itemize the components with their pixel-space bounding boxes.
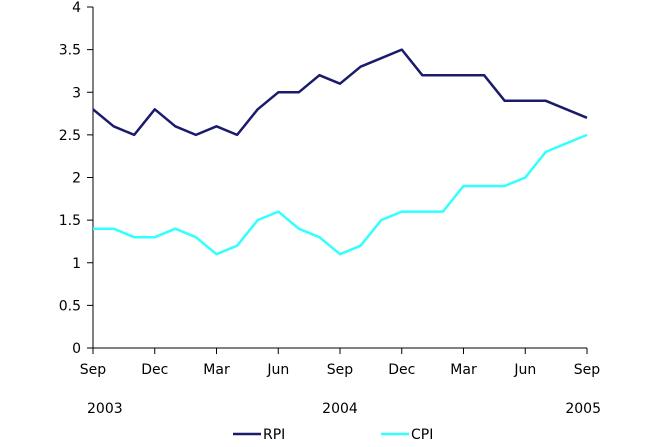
year-label: 2004: [322, 401, 358, 417]
axes: [87, 6, 588, 354]
legend-label-rpi: RPI: [263, 427, 285, 443]
x-tick-label: Sep: [327, 362, 354, 378]
y-tick-label: 4: [72, 0, 81, 16]
x-tick-label: Dec: [388, 362, 415, 378]
y-tick-label: 2: [72, 171, 81, 187]
series-line-rpi: [92, 48, 588, 137]
y-tick-label: 1.5: [59, 213, 81, 229]
y-tick-labels: 0 0.5 1 1.5 2 2.5 3 3.5 4: [59, 0, 81, 357]
x-tick-labels: Sep Dec Mar Jun Sep Dec Mar Jun Sep: [80, 362, 601, 378]
y-tick-label: 3.5: [59, 43, 81, 59]
y-tick-label: 1: [72, 256, 81, 272]
y-tick-label: 2.5: [59, 128, 81, 144]
x-tick-label: Jun: [513, 362, 536, 378]
year-label: 2005: [565, 401, 601, 417]
series-lines: [92, 48, 588, 256]
series-line-cpi: [93, 133, 588, 256]
y-tick-label: 0.5: [59, 298, 81, 314]
legend: RPI CPI: [233, 427, 433, 443]
x-tick-label: Sep: [574, 362, 601, 378]
x-tick-label: Mar: [203, 362, 230, 378]
y-tick-label: 3: [72, 85, 81, 101]
x-tick-label: Dec: [141, 362, 168, 378]
year-labels: 2003 2004 2005: [87, 401, 601, 417]
year-label: 2003: [87, 401, 123, 417]
x-tick-label: Jun: [266, 362, 289, 378]
x-tick-label: Mar: [450, 362, 477, 378]
x-tick-label: Sep: [80, 362, 107, 378]
legend-label-cpi: CPI: [411, 427, 433, 443]
y-tick-label: 0: [72, 341, 81, 357]
